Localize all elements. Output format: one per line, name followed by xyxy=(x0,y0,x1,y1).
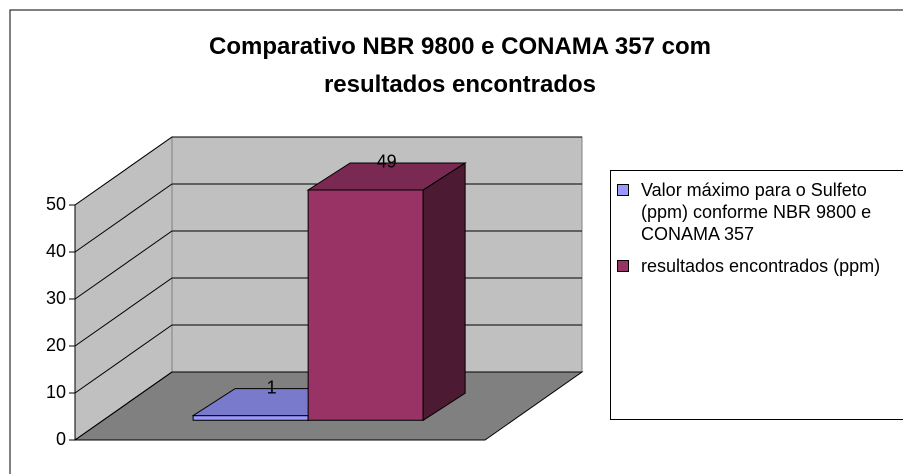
legend-label: Valor máximo para o Sulfeto (ppm) confor… xyxy=(641,180,872,244)
y-tick-label: 20 xyxy=(46,335,66,355)
legend-label: resultados encontrados (ppm) xyxy=(641,256,881,276)
bar-front xyxy=(307,189,424,421)
bar-side xyxy=(422,162,466,422)
y-tick-label: 50 xyxy=(46,194,66,214)
bar-front xyxy=(192,415,309,421)
chart-title: Comparativo NBR 9800 e CONAMA 357 com re… xyxy=(209,33,711,98)
legend-swatch xyxy=(617,260,629,272)
bar xyxy=(306,162,467,422)
y-tick-label: 10 xyxy=(46,382,66,402)
data-label: 49 xyxy=(377,152,397,172)
y-tick-label: 30 xyxy=(46,288,66,308)
legend-entry: Valor máximo para o Sulfeto (ppm) confor… xyxy=(617,179,903,245)
data-label: 1 xyxy=(267,377,277,397)
legend: Valor máximo para o Sulfeto (ppm) confor… xyxy=(610,170,903,420)
grid-line xyxy=(74,136,582,206)
y-tick-label: 40 xyxy=(46,241,66,261)
legend-swatch xyxy=(617,184,629,196)
legend-entry: resultados encontrados (ppm) xyxy=(617,255,903,277)
y-tick-label: 0 xyxy=(56,429,66,449)
bar-top xyxy=(306,162,467,191)
